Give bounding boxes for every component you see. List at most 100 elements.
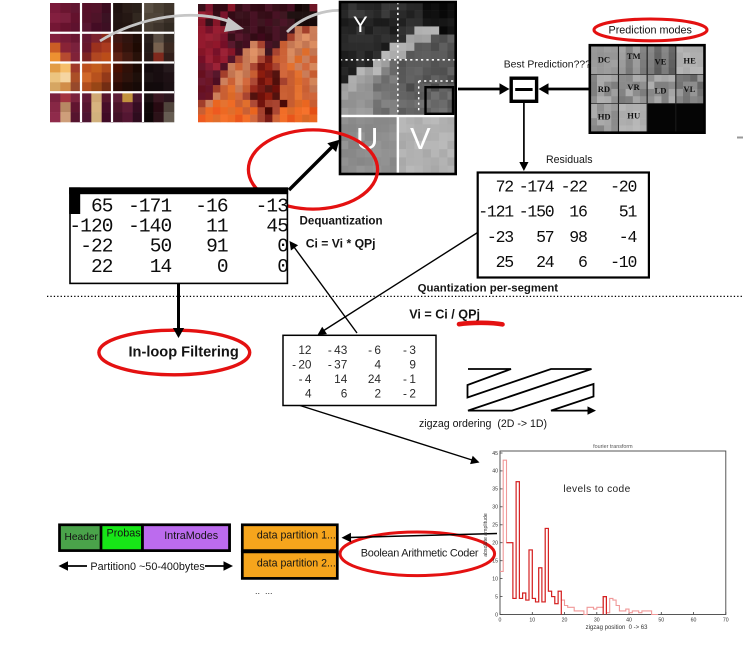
- svg-text:zigzag position 0 -> 63: zigzag position 0 -> 63: [586, 625, 649, 631]
- svg-text:HE: HE: [683, 55, 696, 65]
- svg-text:5: 5: [495, 594, 498, 600]
- svg-text:- 4: - 4: [299, 372, 312, 386]
- svg-text:-120: -120: [69, 216, 112, 238]
- svg-text:72: 72: [496, 178, 514, 197]
- svg-text:RD: RD: [598, 84, 610, 94]
- svg-text:HU: HU: [627, 111, 640, 121]
- svg-text:-22: -22: [561, 178, 587, 197]
- svg-text:Boolean Arithmetic Coder: Boolean Arithmetic Coder: [361, 548, 479, 560]
- svg-text:20: 20: [492, 541, 498, 547]
- svg-text:In-loop Filtering: In-loop Filtering: [129, 345, 239, 361]
- svg-text:V: V: [410, 121, 431, 156]
- svg-text:data partition 1...: data partition 1...: [257, 529, 336, 541]
- svg-text:VE: VE: [655, 57, 667, 67]
- svg-text:Probas: Probas: [107, 528, 142, 540]
- svg-text:Partition0 ~50-400bytes: Partition0 ~50-400bytes: [90, 561, 205, 573]
- svg-text:0: 0: [217, 256, 228, 278]
- svg-text:-22: -22: [80, 236, 113, 258]
- svg-text:57: 57: [536, 228, 554, 247]
- svg-text:-171: -171: [128, 195, 171, 217]
- svg-text:Residuals: Residuals: [546, 154, 593, 166]
- svg-text:6: 6: [578, 253, 587, 272]
- svg-text:24: 24: [368, 372, 382, 386]
- svg-text:22: 22: [91, 256, 113, 278]
- svg-text:-23: -23: [487, 228, 513, 247]
- svg-text:60: 60: [691, 618, 697, 624]
- svg-text:30: 30: [492, 505, 498, 511]
- svg-text:data partition 2...: data partition 2...: [257, 558, 336, 570]
- svg-text:- 6: - 6: [368, 343, 381, 357]
- svg-text:Ci = Vi * QPj: Ci = Vi * QPj: [306, 237, 376, 251]
- svg-text:Prediction modes: Prediction modes: [609, 25, 693, 37]
- svg-text:-150: -150: [519, 203, 554, 222]
- svg-text:25: 25: [496, 253, 514, 272]
- svg-text:LD: LD: [655, 86, 667, 96]
- svg-text:16: 16: [569, 203, 587, 222]
- svg-text:Best Prediction???: Best Prediction???: [504, 59, 591, 70]
- svg-text:-20: -20: [610, 178, 636, 197]
- svg-text:10: 10: [529, 618, 535, 624]
- svg-text:9: 9: [409, 358, 416, 372]
- svg-text:40: 40: [492, 469, 498, 475]
- svg-text:- 37: - 37: [328, 358, 347, 372]
- svg-text:- 3: - 3: [403, 343, 416, 357]
- svg-text:4: 4: [374, 358, 381, 372]
- svg-text:98: 98: [569, 228, 587, 247]
- svg-text:- 43: - 43: [328, 343, 348, 357]
- svg-text:40: 40: [626, 618, 632, 624]
- svg-text:Y: Y: [353, 12, 368, 37]
- svg-text:zigzag ordering (2D -> 1D): zigzag ordering (2D -> 1D): [419, 418, 547, 430]
- svg-text:Header: Header: [65, 532, 99, 543]
- svg-text:50: 50: [150, 236, 172, 258]
- svg-text:VL: VL: [683, 84, 695, 94]
- svg-text:12: 12: [298, 343, 311, 357]
- svg-text:U: U: [356, 121, 378, 156]
- svg-text:51: 51: [619, 203, 638, 222]
- svg-text:45: 45: [492, 451, 498, 457]
- svg-text:levels to code: levels to code: [563, 484, 630, 495]
- svg-text:14: 14: [334, 372, 348, 386]
- svg-text:20: 20: [562, 618, 568, 624]
- svg-text:14: 14: [150, 256, 172, 278]
- svg-text:Vi = Ci / QPj: Vi = Ci / QPj: [409, 308, 480, 322]
- svg-text:Quantization per-segment: Quantization per-segment: [418, 283, 559, 295]
- svg-text:-121: -121: [478, 203, 514, 222]
- svg-text:VR: VR: [627, 82, 640, 92]
- svg-text:0: 0: [277, 256, 288, 278]
- svg-text:-13: -13: [256, 195, 289, 217]
- svg-text:- 1: - 1: [403, 372, 416, 386]
- svg-text:15: 15: [492, 559, 498, 565]
- svg-text:-140: -140: [128, 216, 171, 238]
- svg-text:2: 2: [374, 387, 381, 401]
- svg-text:4: 4: [305, 387, 312, 401]
- svg-text:TM: TM: [627, 51, 641, 61]
- svg-text:70: 70: [723, 618, 729, 624]
- svg-text:- 20: - 20: [292, 358, 312, 372]
- svg-text:absolute amplitude: absolute amplitude: [483, 513, 489, 557]
- svg-text:0: 0: [499, 618, 502, 624]
- svg-text:-4: -4: [619, 228, 638, 247]
- svg-text:-16: -16: [195, 195, 228, 217]
- svg-text:.. ...: .. ...: [255, 586, 273, 596]
- svg-text:24: 24: [536, 253, 555, 272]
- svg-text:10: 10: [492, 576, 498, 582]
- svg-text:25: 25: [492, 523, 498, 529]
- svg-text:IntraModes: IntraModes: [164, 530, 219, 542]
- svg-text:DC: DC: [598, 54, 610, 64]
- svg-text:35: 35: [492, 487, 498, 493]
- svg-text:45: 45: [266, 216, 288, 238]
- svg-text:fourier transform: fourier transform: [593, 444, 633, 450]
- svg-text:65: 65: [91, 195, 113, 217]
- svg-text:6: 6: [341, 387, 348, 401]
- svg-text:HD: HD: [598, 112, 611, 122]
- svg-text:- 2: - 2: [403, 387, 416, 401]
- svg-text:0: 0: [495, 612, 498, 618]
- svg-text:Dequantization: Dequantization: [300, 215, 383, 228]
- svg-text:-174: -174: [519, 178, 555, 197]
- svg-text:30: 30: [594, 618, 600, 624]
- svg-text:91: 91: [206, 236, 228, 258]
- svg-text:50: 50: [658, 618, 664, 624]
- svg-text:11: 11: [206, 216, 228, 238]
- svg-text:0: 0: [277, 236, 288, 258]
- svg-text:-10: -10: [610, 253, 636, 272]
